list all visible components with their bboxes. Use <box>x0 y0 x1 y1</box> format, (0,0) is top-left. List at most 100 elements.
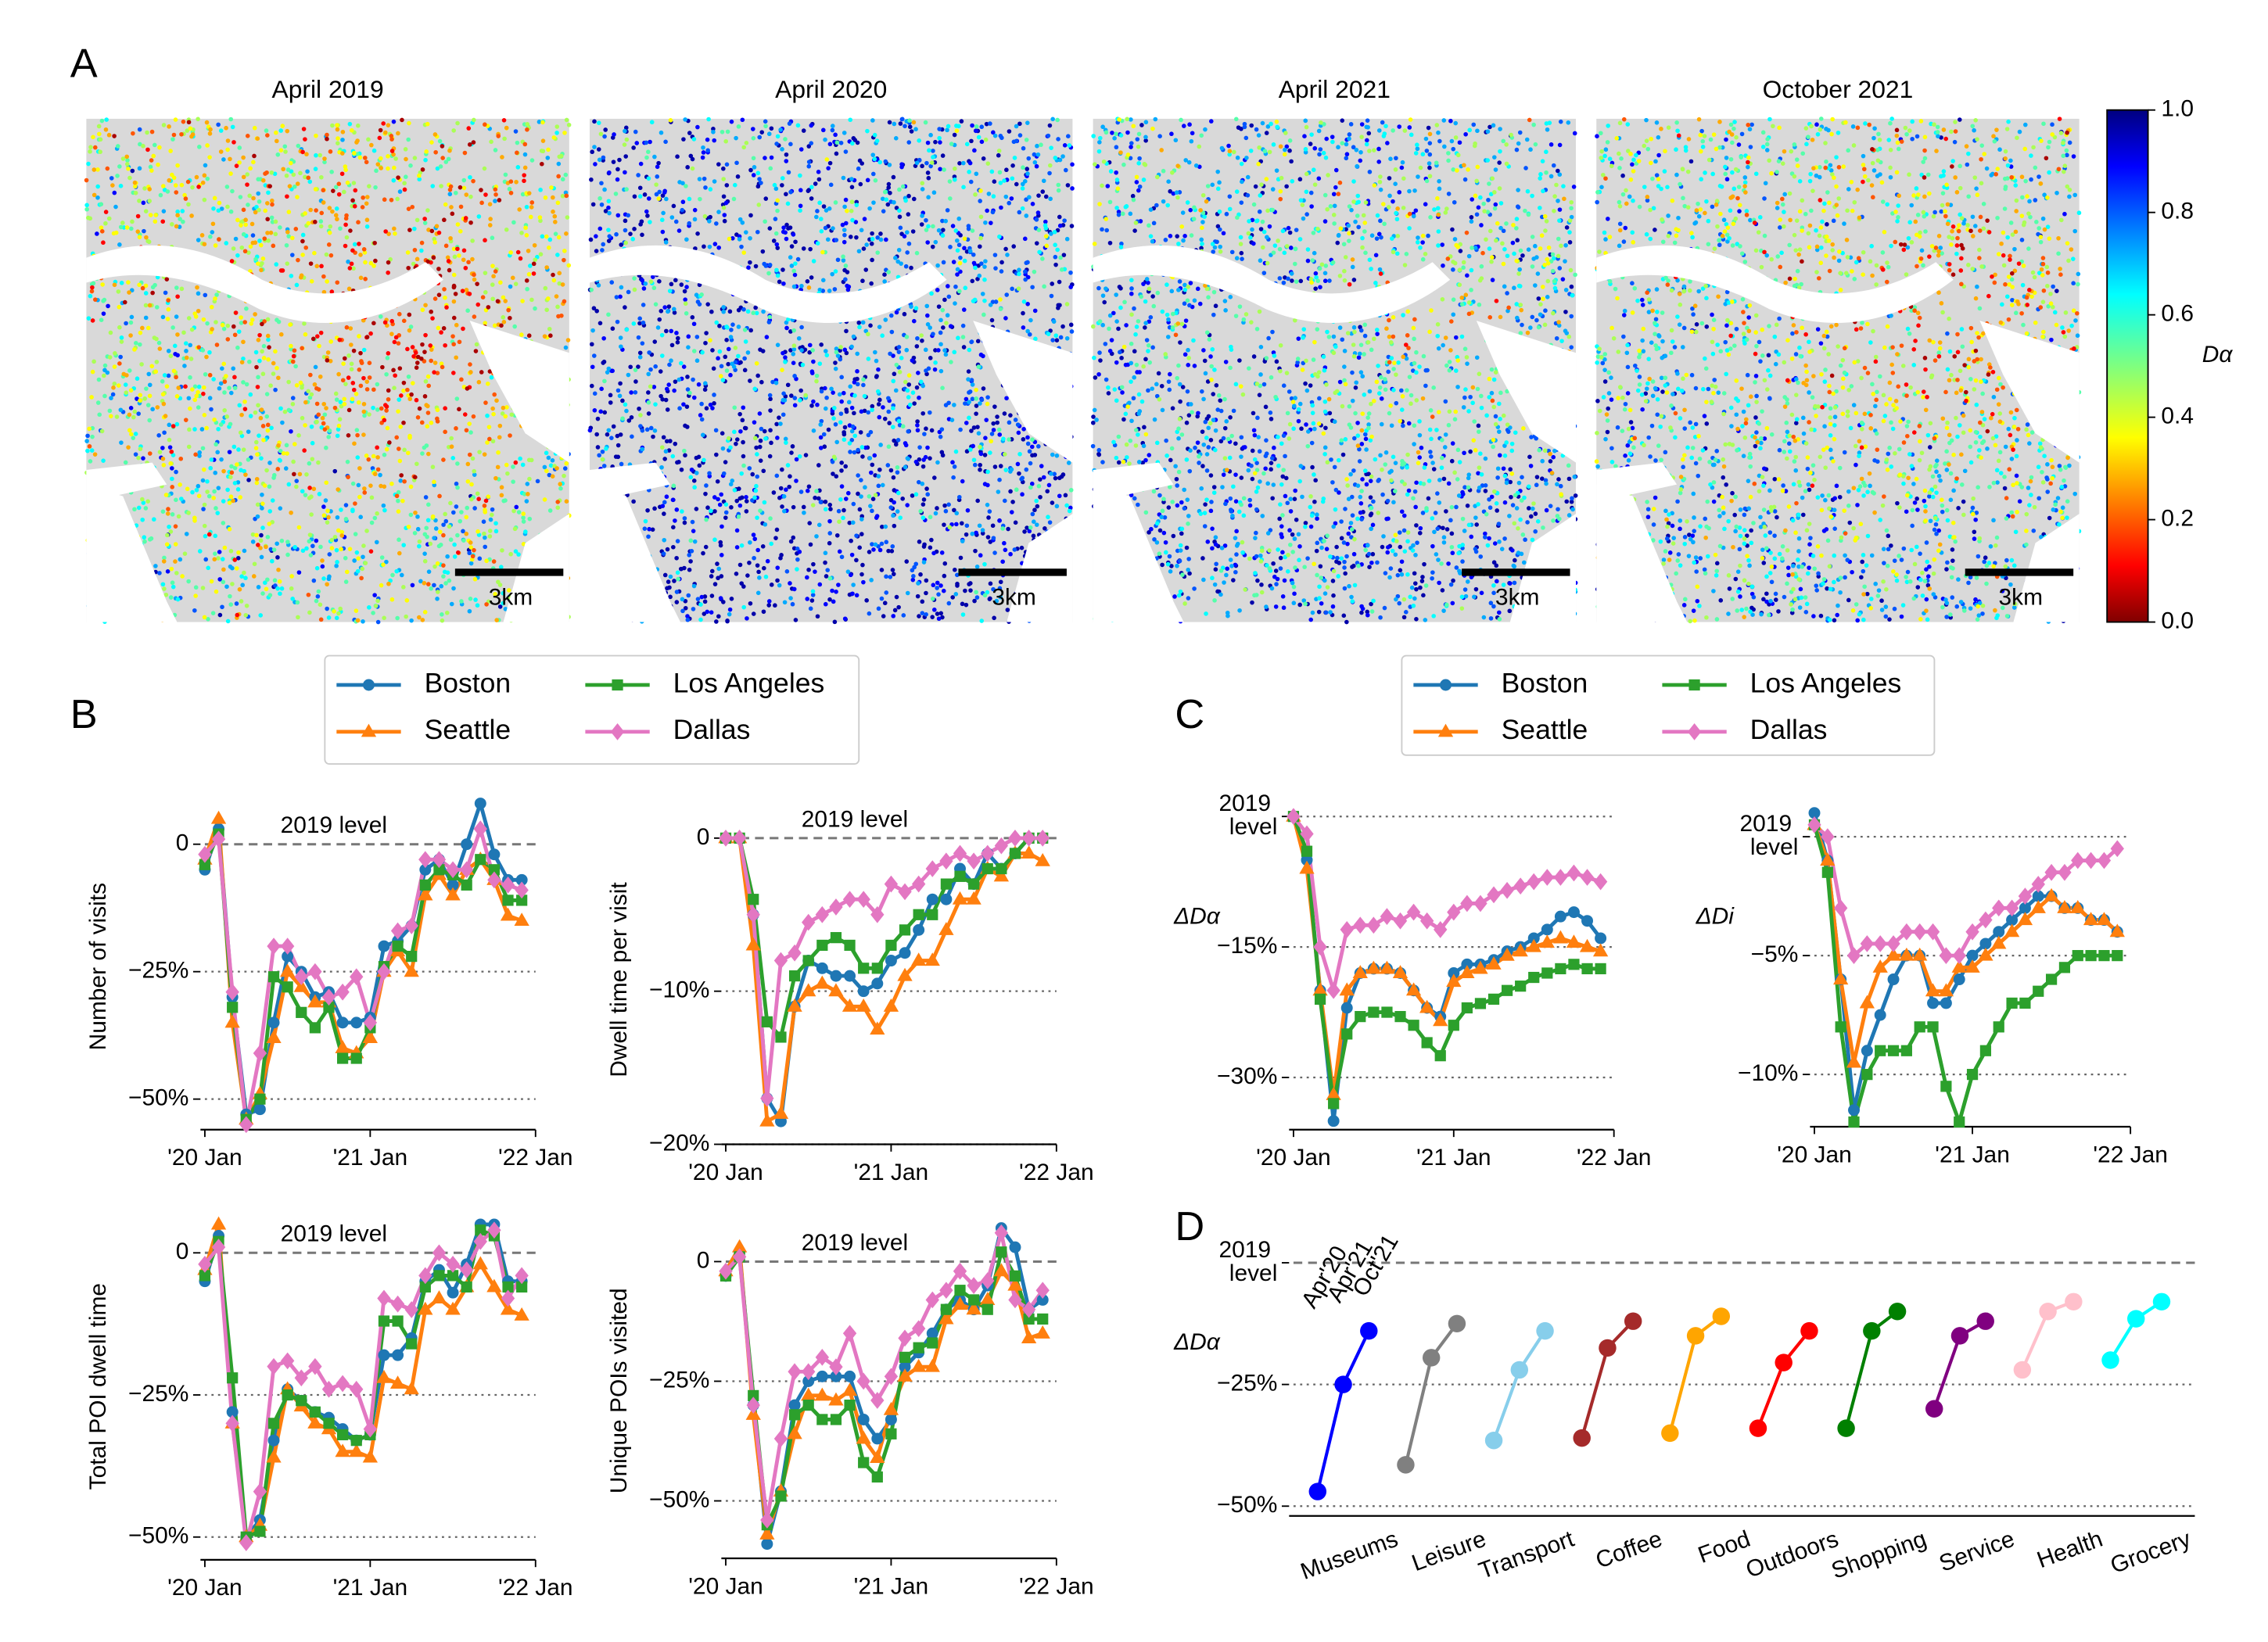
marker <box>870 905 885 923</box>
dot <box>1599 1339 1617 1357</box>
marker <box>1886 947 1901 961</box>
marker <box>378 940 390 952</box>
marker <box>1951 959 1967 973</box>
marker <box>760 1511 774 1529</box>
colorbar-tick-label: 0.8 <box>2161 199 2194 224</box>
marker <box>1513 877 1527 895</box>
marker <box>1021 1330 1037 1343</box>
marker <box>1526 938 1541 952</box>
marker <box>871 963 883 974</box>
marker <box>1820 852 1836 866</box>
marker <box>952 891 968 905</box>
marker <box>376 1369 392 1383</box>
marker <box>1846 947 1861 964</box>
y-tick-label: −5% <box>1751 941 1799 967</box>
marker <box>815 905 830 923</box>
marker <box>913 909 924 920</box>
dot <box>1976 1312 1994 1330</box>
marker <box>1914 1021 1925 1033</box>
marker <box>814 975 830 989</box>
dot <box>1308 1482 1327 1500</box>
marker <box>1299 860 1315 874</box>
marker <box>1913 923 1927 941</box>
marker <box>406 1338 418 1350</box>
marker <box>296 1395 307 1407</box>
marker <box>981 1303 993 1315</box>
legend-label: Dallas <box>1750 714 1828 745</box>
marker <box>267 1357 281 1375</box>
category-label: Grocery <box>2107 1526 2194 1579</box>
water <box>590 245 947 323</box>
water <box>86 245 443 323</box>
water <box>469 321 569 463</box>
marker <box>461 1281 472 1293</box>
marker <box>1515 981 1527 992</box>
dot <box>2039 1303 2057 1321</box>
marker <box>350 1435 362 1447</box>
y-tick-label: 0 <box>697 824 710 850</box>
x-tick-label: '20 Jan <box>1256 1145 1331 1171</box>
marker <box>514 1307 529 1321</box>
marker <box>321 988 336 1006</box>
x-tick-label: '22 Jan <box>1019 1160 1094 1185</box>
y-tick-label: −10% <box>649 977 709 1003</box>
marker <box>1513 943 1528 957</box>
marker <box>1540 869 1554 886</box>
marker <box>500 1301 516 1315</box>
marker <box>1381 1006 1393 1018</box>
dot <box>1925 1400 1943 1418</box>
map-title: April 2019 <box>272 75 384 103</box>
x-tick-label: '21 Jan <box>854 1160 929 1185</box>
marker <box>1035 830 1050 847</box>
marker <box>732 1248 747 1266</box>
marker <box>1581 915 1594 927</box>
marker <box>254 1525 266 1537</box>
marker <box>1965 959 1980 973</box>
marker <box>266 1449 282 1463</box>
dot <box>2101 1351 2119 1369</box>
dot <box>1510 1361 1529 1379</box>
marker <box>1313 938 1327 955</box>
marker <box>392 1349 404 1361</box>
marker <box>1859 995 1875 1009</box>
marker <box>870 1392 885 1409</box>
marker <box>1899 947 1915 961</box>
marker <box>856 998 871 1012</box>
legend-label: Los Angeles <box>1750 667 1902 698</box>
marker <box>760 1089 774 1107</box>
marker <box>2057 900 2072 913</box>
marker <box>488 848 501 861</box>
marker <box>815 1349 830 1366</box>
marker <box>1368 1006 1380 1018</box>
marker <box>939 852 953 870</box>
marker <box>294 1369 308 1387</box>
marker <box>899 947 911 959</box>
marker <box>446 861 460 879</box>
legend-label: Los Angeles <box>673 667 825 698</box>
x-tick-label: '21 Jan <box>854 1573 929 1599</box>
marker <box>913 1342 924 1353</box>
marker <box>1448 1020 1459 1031</box>
marker <box>1821 828 1835 845</box>
marker <box>267 971 280 983</box>
series-line <box>203 826 522 1127</box>
marker <box>1301 845 1313 857</box>
y-tick-label: −50% <box>1217 1492 1277 1518</box>
marker <box>1979 911 1993 929</box>
marker <box>487 1221 501 1239</box>
dot <box>1888 1303 1907 1321</box>
marker <box>885 1413 897 1425</box>
marker <box>404 963 419 977</box>
marker <box>1900 1045 1912 1056</box>
category-label: Museums <box>1297 1526 1401 1585</box>
marker <box>883 998 899 1012</box>
marker <box>1009 1241 1021 1253</box>
marker <box>1037 1313 1049 1325</box>
legend-box <box>324 654 860 765</box>
colorbar-tick-label: 1.0 <box>2161 96 2194 122</box>
marker <box>830 1414 842 1425</box>
y-axis-label: ΔDi <box>1696 903 1735 929</box>
marker <box>925 860 939 877</box>
marker <box>296 1006 307 1018</box>
marker <box>924 952 940 966</box>
